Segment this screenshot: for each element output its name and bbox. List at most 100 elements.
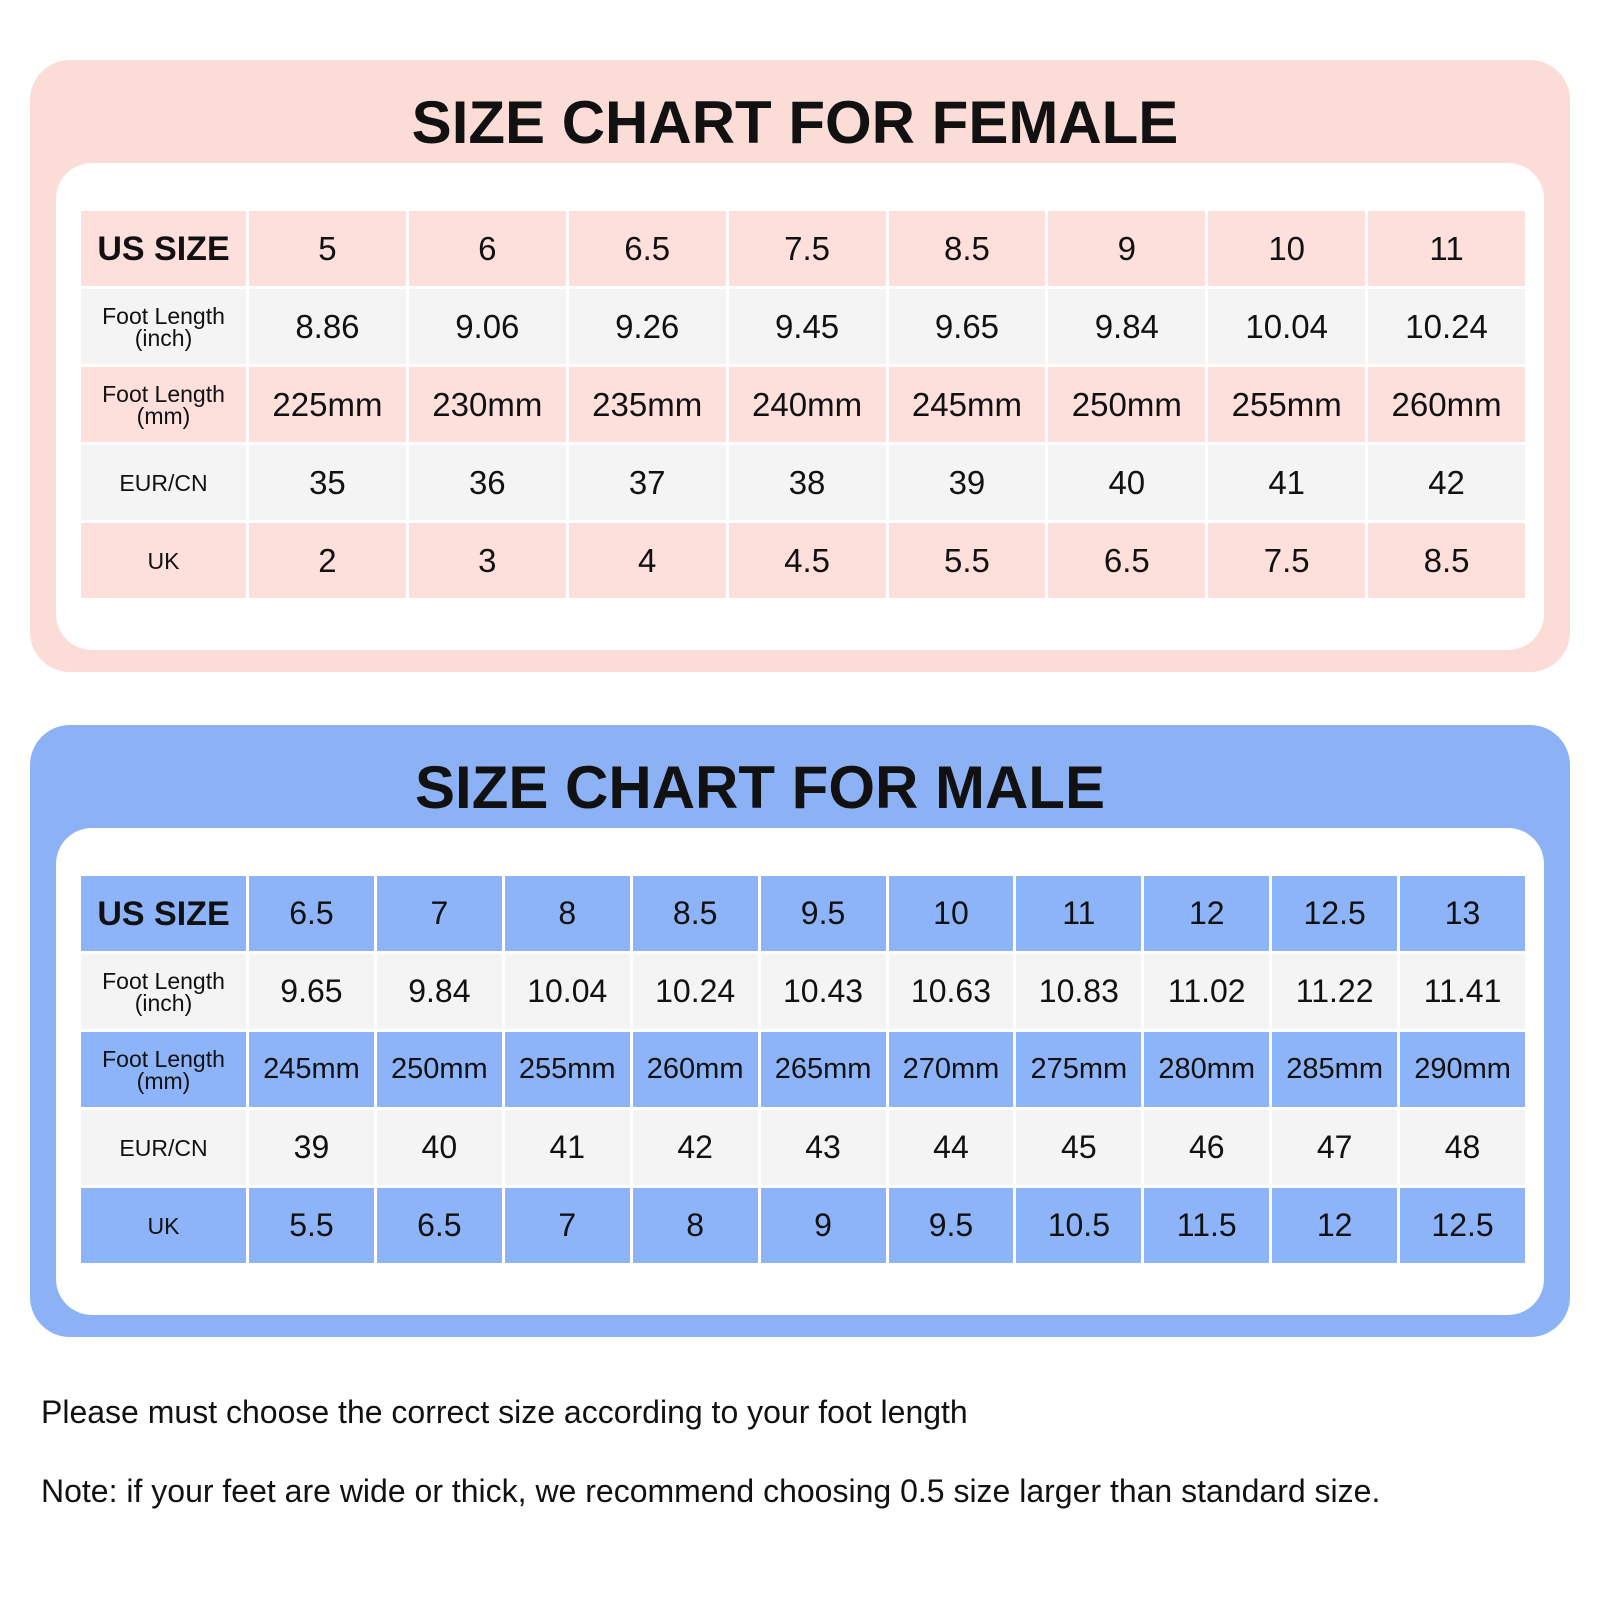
cell-value: 47 <box>1316 1129 1353 1165</box>
cell-value: 9.5 <box>800 895 846 931</box>
table-cell: 12.5 <box>1272 876 1398 951</box>
table-cell: 240mm <box>728 367 886 442</box>
cell-value: 11.22 <box>1295 973 1374 1009</box>
table-cell: 9.84 <box>1048 289 1206 364</box>
cell-value: 35 <box>309 463 346 501</box>
table-cell: 265mm <box>760 1032 886 1107</box>
table-cell: 10.24 <box>632 954 758 1029</box>
table-cell: 12 <box>1272 1188 1398 1263</box>
table-cell: 11.5 <box>1144 1188 1270 1263</box>
row-label: UK <box>147 1212 180 1239</box>
cell-value: 40 <box>421 1129 458 1165</box>
table-cell: 10.43 <box>760 954 886 1029</box>
table-cell: 290mm <box>1400 1032 1525 1107</box>
cell-value: 225mm <box>272 385 383 423</box>
cell-value: 11.5 <box>1176 1207 1237 1243</box>
table-cell: 11.22 <box>1272 954 1398 1029</box>
table-cell: 39 <box>249 1110 374 1185</box>
cell-value: 11 <box>1429 229 1464 267</box>
size-table: US SIZE 6.5 7 8 8.5 9.5 10 11 12 12.5 13 Foot Lengt… <box>81 876 1525 1263</box>
table-cell: 250mm <box>1048 367 1206 442</box>
cell-value: 7 <box>430 895 449 931</box>
cell-value: 265mm <box>774 1053 872 1085</box>
table-cell: 44 <box>888 1110 1014 1185</box>
table-cell: 13 <box>1400 876 1525 951</box>
table-cell: 275mm <box>1016 1032 1142 1107</box>
table-cell: 9.65 <box>888 289 1046 364</box>
row-label: Foot Length (mm) <box>102 380 225 429</box>
cell-value: 9.06 <box>455 307 520 345</box>
cell-value: 43 <box>805 1129 841 1165</box>
cell-value: 5.5 <box>289 1207 334 1243</box>
table-cell: 9.06 <box>408 289 566 364</box>
table-cell: 7 <box>504 1188 630 1263</box>
table-cell: 11.41 <box>1400 954 1525 1029</box>
cell-value: 9.65 <box>280 973 343 1009</box>
table-cell: 7.5 <box>728 211 886 286</box>
table-cell: 260mm <box>632 1032 758 1107</box>
table-cell: 285mm <box>1272 1032 1398 1107</box>
table-cell: 9.5 <box>888 1188 1014 1263</box>
table-cell: 12.5 <box>1400 1188 1525 1263</box>
table-cell: 280mm <box>1144 1032 1270 1107</box>
cell-value: 39 <box>948 463 986 501</box>
cell-value: 260mm <box>1391 385 1502 423</box>
row-label: UK <box>147 547 180 574</box>
table-cell: 36 <box>408 445 566 520</box>
cell-value: 8 <box>558 895 577 931</box>
cell-value: 13 <box>1444 895 1481 931</box>
table-cell: 12 <box>1144 876 1270 951</box>
table-cell: 35 <box>249 445 406 520</box>
cell-value: 8.5 <box>672 895 718 931</box>
row-label: US SIZE <box>97 229 230 268</box>
cell-value: 250mm <box>390 1053 488 1085</box>
cell-value: 8.5 <box>1423 541 1470 579</box>
cell-value: 5 <box>318 229 337 267</box>
cell-value: 4.5 <box>784 541 830 579</box>
cell-value: 44 <box>933 1129 969 1165</box>
row-header: US SIZE <box>81 876 246 951</box>
row-header: Foot Length (inch) <box>81 289 246 364</box>
table-cell: 48 <box>1400 1110 1525 1185</box>
cell-value: 9 <box>1117 229 1136 267</box>
table-cell: 225mm <box>249 367 406 442</box>
table-cell: 8.5 <box>632 876 758 951</box>
row-label: EUR/CN <box>119 469 208 496</box>
table-cell: 39 <box>888 445 1046 520</box>
table-cell: 6.5 <box>568 211 726 286</box>
cell-value: 9.84 <box>408 973 471 1009</box>
cell-value: 9.5 <box>928 1207 974 1243</box>
table-cell: 230mm <box>408 367 566 442</box>
table-cell: 9.26 <box>568 289 726 364</box>
table-cell: 3 <box>408 523 566 598</box>
cell-value: 42 <box>677 1129 713 1165</box>
cell-value: 10.43 <box>783 973 864 1009</box>
table-cell: 9.5 <box>760 876 886 951</box>
cell-value: 45 <box>1061 1129 1097 1165</box>
cell-value: 6 <box>478 229 497 267</box>
table-cell: 4 <box>568 523 726 598</box>
table-cell: 255mm <box>504 1032 630 1107</box>
cell-value: 7.5 <box>784 229 830 267</box>
cell-value: 46 <box>1188 1129 1225 1165</box>
cell-value: 39 <box>293 1129 330 1165</box>
cell-value: 6.5 <box>624 229 671 267</box>
row-header: US SIZE <box>81 211 246 286</box>
cell-value: 12 <box>1188 895 1225 931</box>
table-cell: 11.02 <box>1144 954 1270 1029</box>
cell-value: 9.26 <box>615 307 680 345</box>
table-cell: 11 <box>1368 211 1525 286</box>
cell-value: 10.24 <box>655 973 736 1009</box>
row-header: Foot Length (mm) <box>81 1032 246 1107</box>
size-table: US SIZE 5 6 6.5 7.5 8.5 9 10 11 Foot Length (inch… <box>81 211 1525 598</box>
cell-value: 6.5 <box>417 1207 462 1243</box>
panel-title: SIZE CHART FOR FEMALE <box>411 89 1179 156</box>
cell-value: 40 <box>1108 463 1146 501</box>
cell-value: 48 <box>1444 1129 1481 1165</box>
note: Note: if your feet are wide or thick, we… <box>41 1473 1381 1509</box>
cell-value: 275mm <box>1030 1053 1128 1085</box>
cell-value: 260mm <box>646 1053 744 1085</box>
table-cell: 10.83 <box>1016 954 1142 1029</box>
cell-value: 245mm <box>263 1053 360 1085</box>
table-cell: 4.5 <box>728 523 886 598</box>
